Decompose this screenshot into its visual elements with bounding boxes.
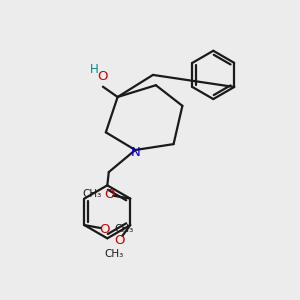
Text: O: O [98,70,108,83]
Text: O: O [114,234,124,247]
Text: CH₃: CH₃ [104,249,124,259]
Text: H: H [90,63,98,76]
Text: CH₃: CH₃ [82,189,102,199]
Text: N: N [130,146,140,159]
Text: CH₃: CH₃ [114,224,133,235]
Text: O: O [104,188,114,201]
Text: O: O [99,223,109,236]
